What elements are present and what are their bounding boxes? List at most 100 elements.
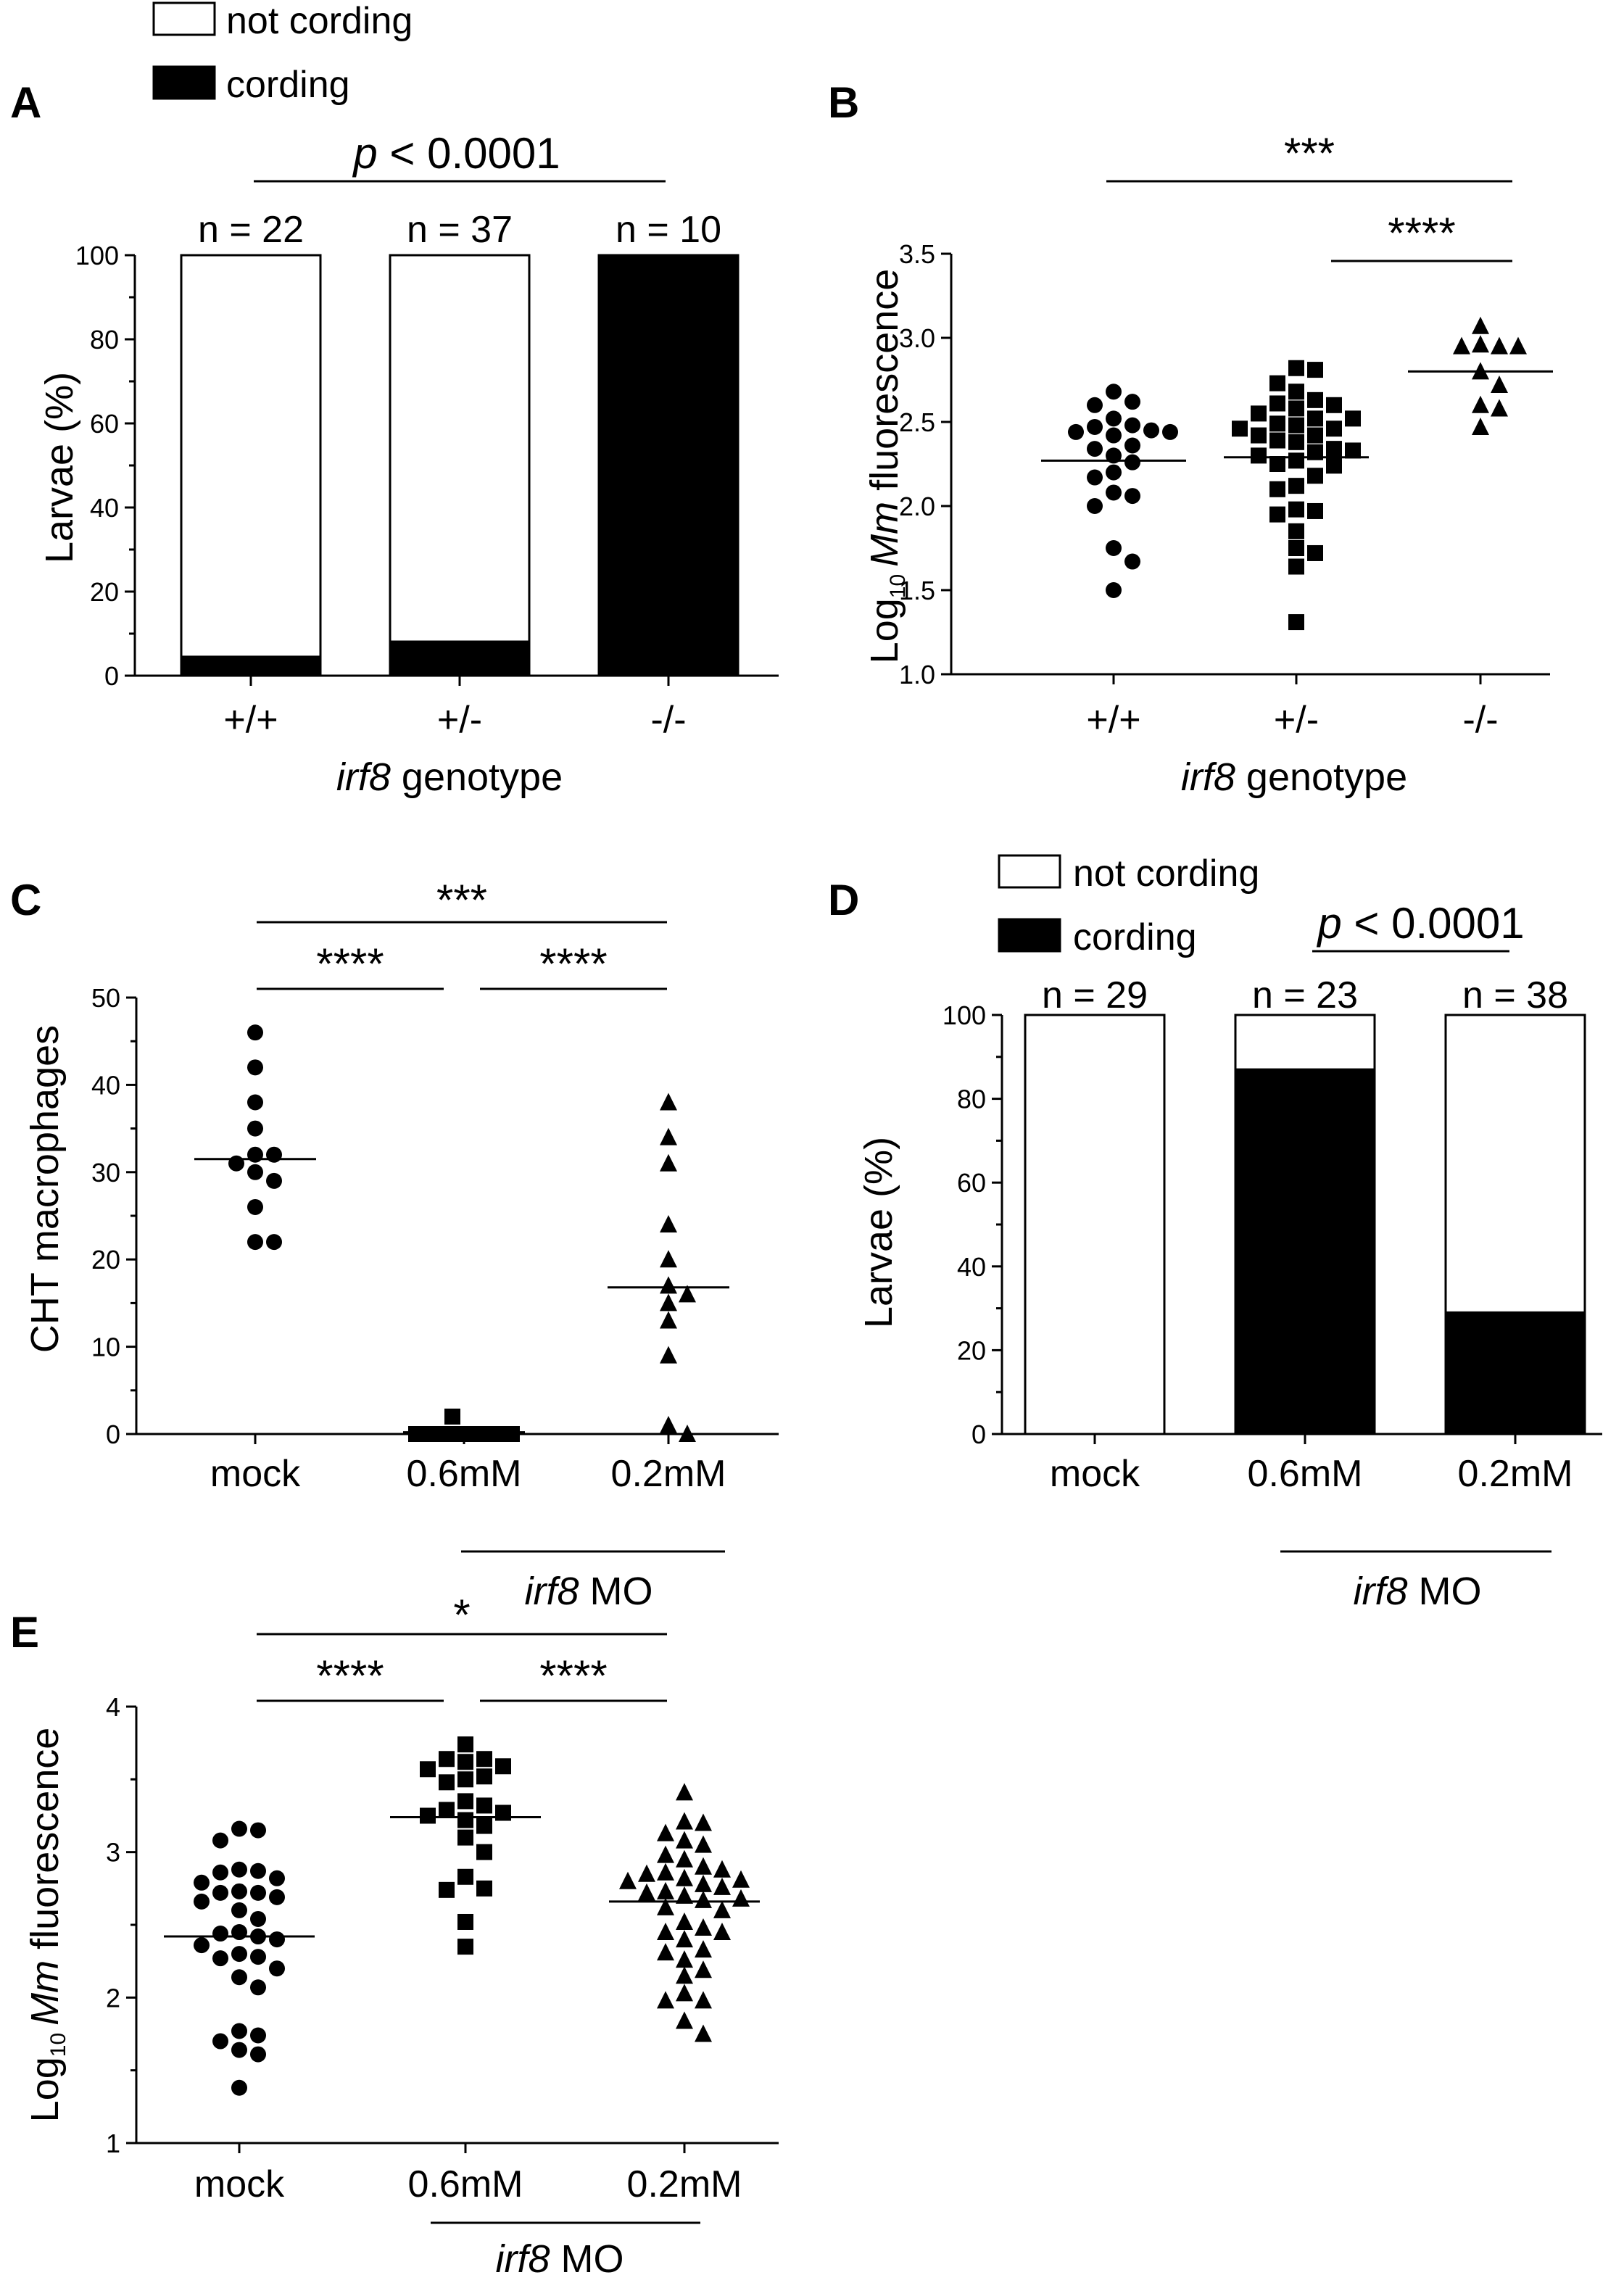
- data-point-circle: [212, 2033, 228, 2050]
- data-point-square: [1288, 417, 1304, 434]
- data-point-triangle: [1453, 336, 1470, 355]
- data-point-triangle: [732, 1870, 750, 1888]
- data-point-square: [1269, 395, 1285, 412]
- legend-label-not-cording: not cording: [1073, 853, 1259, 895]
- data-point-square: [495, 1804, 511, 1821]
- data-point-square: [1307, 362, 1323, 378]
- data-point-triangle: [713, 1900, 731, 1918]
- data-point-circle: [231, 2023, 247, 2039]
- data-point-circle: [228, 1155, 244, 1172]
- data-point-square: [1269, 375, 1285, 391]
- data-point-circle: [247, 1146, 263, 1163]
- panel-letter: D: [828, 876, 859, 924]
- y-tick-label: 1.0: [899, 660, 935, 689]
- data-point-circle: [269, 1931, 285, 1948]
- data-point-square: [1326, 420, 1342, 437]
- stat-label: p < 0.0001: [1316, 899, 1524, 948]
- y-tick-label: 10: [91, 1333, 120, 1362]
- data-point-circle: [269, 1889, 285, 1905]
- data-point-circle: [194, 1874, 210, 1891]
- stat-rest: < 0.0001: [1342, 899, 1525, 948]
- x-tick-label: +/-: [437, 699, 482, 741]
- legend-swatch-not-cording: [152, 1, 216, 36]
- data-point-triangle: [660, 1311, 677, 1329]
- data-point-circle: [212, 1832, 228, 1849]
- y-axis-title: CHT macrophages: [23, 1025, 67, 1353]
- y-axis-title: Larvae (%): [38, 372, 81, 563]
- panel-letter: A: [10, 78, 41, 127]
- x-tick-label: 0.2mM: [611, 1453, 726, 1495]
- y-axis-title-prefix: Log: [23, 2057, 67, 2122]
- y-axis-title: Log10 Mm fluorescence: [23, 1728, 70, 2123]
- data-point-circle: [1106, 410, 1122, 427]
- data-point-circle: [250, 1862, 266, 1879]
- data-point-circle: [250, 2046, 266, 2063]
- y-tick-label: 2.5: [899, 407, 935, 437]
- data-point-circle: [266, 1172, 282, 1189]
- data-point-triangle: [676, 1849, 693, 1868]
- y-tick-label: 30: [91, 1158, 120, 1188]
- y-tick-label: 3.0: [899, 323, 935, 353]
- data-point-circle: [212, 1864, 228, 1881]
- stat-rest: < 0.0001: [378, 129, 560, 178]
- n-label: n = 38: [1462, 974, 1568, 1016]
- data-point-circle: [212, 1926, 228, 1942]
- data-point-square: [457, 1829, 473, 1846]
- y-tick-label: 50: [91, 983, 120, 1013]
- x-tick-label: 0.2mM: [627, 2163, 742, 2205]
- data-point-square: [488, 1426, 504, 1442]
- bar-cording: [389, 640, 531, 677]
- data-point-square: [476, 1844, 492, 1860]
- n-label: n = 22: [198, 209, 304, 251]
- data-point-triangle: [676, 1886, 693, 1904]
- group-label: irf8 MO: [1353, 1570, 1481, 1613]
- data-point-triangle: [676, 1984, 693, 2002]
- group-label-italic: irf8: [495, 2237, 550, 2275]
- y-tick-label: 0: [104, 661, 119, 691]
- data-point-triangle: [695, 1813, 712, 1831]
- data-point-circle: [1143, 422, 1159, 439]
- y-axis-title-italic: Mm: [23, 1960, 67, 2026]
- y-axis-title-subscript: 10: [46, 2033, 70, 2057]
- group-label-rest: MO: [579, 1570, 653, 1613]
- x-axis-title: irf8 genotype: [336, 755, 563, 799]
- data-point-square: [1326, 441, 1342, 457]
- data-point-circle: [247, 1198, 263, 1215]
- y-tick-label: 100: [75, 241, 119, 270]
- data-point-square: [1288, 400, 1304, 417]
- data-point-triangle: [695, 1890, 712, 1908]
- data-point-square: [476, 1797, 492, 1814]
- bar-cording: [1234, 1068, 1376, 1435]
- bar-not-cording: [180, 254, 322, 677]
- data-point-circle: [250, 1910, 266, 1927]
- data-point-circle: [1087, 418, 1103, 435]
- data-point-square: [457, 1868, 473, 1885]
- data-point-triangle: [660, 1276, 677, 1294]
- data-point-square: [1288, 452, 1304, 469]
- panel-e: E Log10 Mm fluorescence irf8 MO 1 2 3 4 mock 0…: [10, 1591, 779, 2275]
- data-point-square: [1251, 447, 1267, 464]
- x-tick-label: +/-: [1274, 699, 1319, 741]
- data-point-triangle: [657, 1991, 674, 2009]
- data-point-circle: [1124, 454, 1140, 471]
- stat-bracket-2-label: ****: [316, 1652, 384, 1700]
- data-point-triangle: [695, 2024, 712, 2042]
- y-tick-label: 3.5: [899, 239, 935, 269]
- data-point-triangle: [657, 1845, 674, 1863]
- data-point-circle: [250, 1949, 266, 1965]
- data-point-square: [1307, 502, 1323, 519]
- panel-a: A not cording cording p < 0.0001 Larvae …: [10, 0, 779, 799]
- data-point-triangle: [695, 1991, 712, 2009]
- x-tick-label: mock: [210, 1453, 301, 1495]
- data-point-square: [457, 1913, 473, 1930]
- data-point-square: [1345, 410, 1361, 427]
- y-tick-label: 2: [106, 1983, 120, 2013]
- data-point-triangle: [695, 1857, 712, 1875]
- data-point-square: [1288, 360, 1304, 376]
- data-point-triangle: [676, 1950, 693, 1968]
- y-tick-label: 40: [957, 1252, 986, 1282]
- data-point-square: [1269, 506, 1285, 523]
- data-point-triangle: [695, 1940, 712, 1958]
- data-point-square: [495, 1758, 511, 1775]
- data-point-triangle: [660, 1293, 677, 1311]
